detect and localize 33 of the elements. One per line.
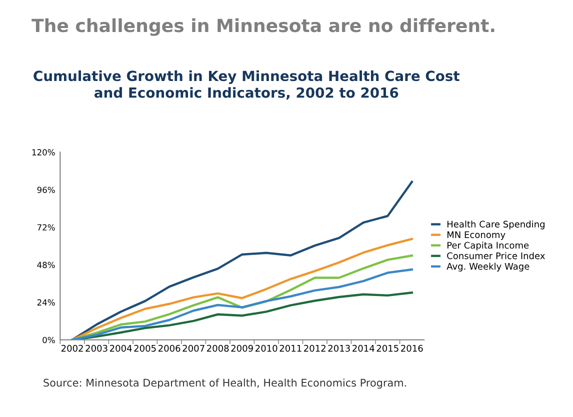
line-series	[71, 268, 413, 340]
legend-label: Per Capita Income	[447, 242, 529, 250]
x-tick-label: 2012	[304, 344, 326, 352]
x-tick-label: 2014	[352, 344, 374, 352]
y-tick-label: 72%	[37, 224, 55, 231]
x-tick-label: 2002	[61, 344, 83, 352]
x-tick-label: 2007	[182, 344, 204, 352]
x-tick-label: 2008	[207, 344, 229, 352]
legend-label: Health Care Spending	[447, 220, 544, 230]
x-tick-label: 2003	[86, 344, 108, 352]
x-tick-label: 2004	[110, 344, 132, 352]
x-tick-label: 2011	[280, 344, 302, 352]
chart-subtitle: Cumulative Growth in Key Minnesota Health Care Cost and Economic Indicators, 2002 to 2016	[34, 70, 460, 100]
x-tick-label: 2006	[158, 344, 180, 352]
x-tick-label: 2016	[401, 344, 423, 352]
line-series	[71, 254, 413, 340]
y-tick-label: 48%	[37, 262, 55, 268]
legend-label: Avg. Weekly Wage	[446, 262, 530, 272]
y-tick-label: 96%	[37, 186, 55, 194]
line-series	[71, 238, 413, 340]
y-tick-label: 24%	[37, 299, 55, 306]
y-tick-label: 120%	[32, 149, 55, 156]
x-tick-label: 2010	[256, 344, 278, 352]
x-tick-label: 2015	[376, 344, 398, 352]
legend-label: MN Economy	[447, 231, 506, 240]
x-tick-label: 2013	[328, 344, 350, 352]
x-tick-label: 2005	[134, 344, 156, 352]
chart-title: The challenges in Minnesota are no different.	[32, 18, 494, 36]
legend-label: Consumer Price Index	[447, 252, 545, 260]
source-note: Source: Minnesota Department of Health, Health Economics Program.	[44, 378, 406, 389]
line-series	[71, 180, 413, 340]
y-tick-label: 0%	[42, 336, 55, 344]
x-tick-label: 2009	[231, 344, 253, 352]
